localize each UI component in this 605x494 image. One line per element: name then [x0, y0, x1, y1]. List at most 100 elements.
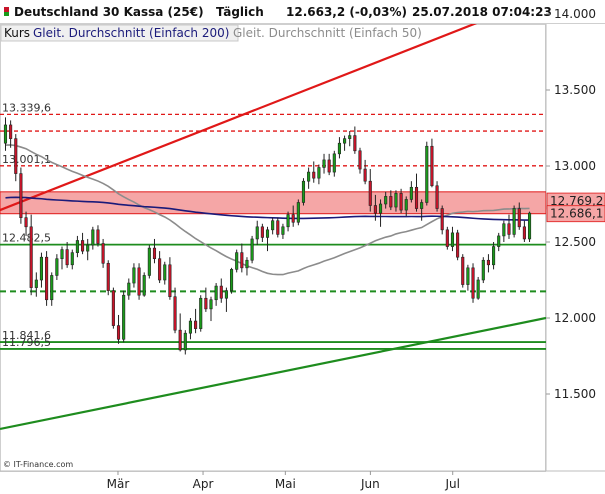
- candle-body-87: [450, 232, 455, 247]
- candle-body-43: [224, 290, 228, 299]
- candle-body-7: [39, 256, 44, 281]
- candle-body-6: [34, 279, 38, 288]
- candle-body-19: [101, 243, 105, 264]
- candle-body-70: [363, 168, 367, 182]
- legend-kurs: Kurs: [4, 26, 30, 40]
- candle-body-91: [471, 267, 475, 299]
- candle-body-16: [86, 244, 90, 252]
- candle-body-98: [507, 223, 511, 235]
- price-tag-0: 12.769,2: [550, 194, 603, 208]
- legend-sma50: Gleit. Durchschnitt (Einfach 50): [233, 26, 422, 40]
- candle-body-78: [404, 199, 408, 211]
- candle-body-12: [65, 249, 69, 266]
- interval-label: Täglich: [216, 5, 264, 19]
- candle-body-1: [9, 124, 13, 139]
- candle-body-25: [132, 267, 136, 284]
- candle-body-88: [456, 232, 460, 258]
- level-label-6: 11.796,5: [2, 336, 51, 349]
- candle-body-97: [502, 223, 506, 237]
- candle-body-77: [399, 193, 403, 211]
- candle-body-27: [142, 275, 146, 296]
- instrument-title: Deutschland 30 Kassa (25€): [14, 5, 204, 19]
- y-tick-label-5: 14.000: [554, 7, 596, 21]
- candle-body-5: [29, 226, 33, 288]
- x-tick-label-2: Mai: [275, 477, 296, 491]
- candle-body-73: [378, 203, 383, 214]
- candle-body-24: [127, 282, 131, 296]
- candle-body-18: [96, 229, 100, 244]
- candle-body-72: [373, 205, 377, 214]
- candle-body-28: [147, 247, 151, 276]
- candle-body-15: [81, 240, 85, 252]
- candle-body-74: [384, 196, 388, 205]
- level-label-2: 13.001,1: [2, 153, 51, 166]
- candle-body-29: [152, 247, 157, 260]
- candle-body-89: [461, 256, 465, 285]
- candle-body-8: [45, 256, 49, 301]
- candle-body-39: [204, 297, 208, 310]
- candle-body-60: [312, 171, 316, 179]
- legend-sma200: Gleit. Durchschnitt (Einfach 200): [33, 26, 229, 40]
- candle-body-36: [188, 320, 192, 334]
- candle-body-50: [260, 226, 264, 238]
- candle-body-21: [111, 290, 115, 326]
- candle-body-80: [414, 186, 419, 209]
- candle-body-76: [394, 193, 398, 208]
- last-price-change: 12.663,2 (-0,03%): [286, 5, 407, 19]
- resistance-zone: [0, 191, 546, 215]
- candle-body-3: [19, 173, 23, 218]
- candle-body-0: [3, 124, 8, 144]
- candle-body-61: [317, 167, 321, 179]
- candle-body-92: [476, 279, 480, 299]
- candle-body-94: [486, 259, 490, 266]
- candle-body-84: [435, 185, 439, 209]
- candle-body-38: [199, 297, 203, 329]
- plot-area: 13.339,6 13.001,1 12.482,5 11.841,611.796,5: [0, 24, 546, 431]
- candle-body-32: [168, 264, 172, 298]
- candle-body-37: [194, 320, 198, 329]
- y-tick-label-1: 12.000: [554, 311, 596, 325]
- y-tick-label-3: 13.000: [554, 159, 596, 173]
- candle-body-56: [291, 214, 295, 223]
- candle-body-99: [512, 208, 516, 235]
- candle-body-51: [265, 229, 270, 238]
- candle-body-93: [481, 259, 485, 281]
- candle-body-35: [183, 332, 187, 351]
- candle-body-95: [492, 246, 496, 266]
- candle-body-4: [24, 217, 28, 228]
- candle-body-9: [50, 275, 54, 301]
- candle-body-55: [286, 214, 290, 228]
- candle-body-85: [440, 208, 444, 231]
- candle-body-71: [368, 180, 372, 206]
- candle-body-13: [70, 252, 74, 266]
- candle-body-22: [116, 325, 121, 340]
- resistance-trendline: [0, 24, 478, 212]
- candle-body-45: [235, 252, 239, 270]
- level-label-0: 13.339,6: [2, 101, 51, 114]
- candle-body-65: [337, 142, 341, 155]
- candle-body-47: [245, 259, 249, 269]
- candle-body-90: [466, 267, 470, 285]
- axes-and-labels: 11.500 12.000 12.500 13.000 13.500 14.000 Mär A…: [107, 7, 605, 491]
- candle-body-75: [389, 196, 393, 208]
- source-credit: © IT-Finance.com: [3, 460, 73, 469]
- candle-body-49: [255, 226, 259, 240]
- candle-body-20: [106, 262, 110, 291]
- candle-body-101: [522, 226, 526, 240]
- chart-header: Deutschland 30 Kassa (25€) Täglich 12.66…: [0, 0, 605, 24]
- candle-body-102: [527, 212, 532, 240]
- candle-body-23: [122, 294, 126, 340]
- candle-body-2: [14, 138, 18, 174]
- y-tick-label-0: 11.500: [554, 387, 596, 401]
- candle-body-31: [163, 264, 167, 281]
- candle-body-68: [353, 135, 357, 152]
- candle-body-66: [343, 138, 347, 144]
- x-tick-label-3: Jun: [360, 477, 380, 491]
- x-tick-label-0: Mär: [107, 477, 130, 491]
- instrument-icon: [4, 7, 9, 16]
- candle-body-10: [55, 258, 59, 276]
- y-tick-label-2: 12.500: [554, 235, 596, 249]
- candle-body-34: [178, 329, 182, 351]
- candle-body-30: [158, 258, 162, 281]
